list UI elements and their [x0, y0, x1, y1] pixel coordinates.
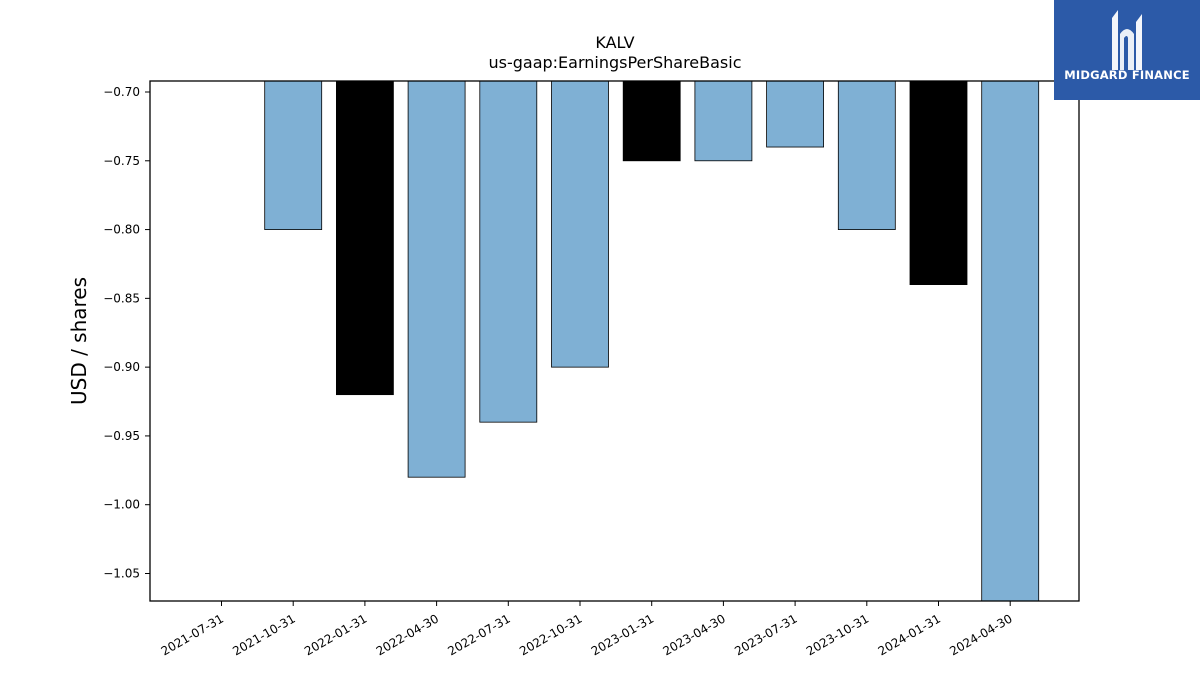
y-tick-label: −0.90: [103, 360, 140, 374]
y-axis-label: USD / shares: [67, 277, 91, 405]
y-tick-label: −0.80: [103, 223, 140, 237]
bar-2023-01-31: [622, 80, 681, 162]
bar-2023-04-30: [694, 80, 753, 162]
chart-subtitle: us-gaap:EarningsPerShareBasic: [488, 53, 741, 72]
x-tick-label: 2022-01-31: [302, 611, 369, 658]
bar-2022-01-31: [335, 80, 394, 396]
bars-group: [264, 80, 1040, 602]
x-tick-label: 2023-07-31: [732, 611, 799, 658]
bar-2021-10-31: [264, 80, 323, 230]
x-tick-label: 2022-10-31: [517, 611, 584, 658]
y-tick-label: −1.00: [103, 498, 140, 512]
logo-text: MIDGARD FINANCE: [1064, 68, 1190, 82]
x-tick-label: 2023-10-31: [804, 611, 871, 658]
bar-2023-07-31: [766, 80, 824, 148]
y-tick-label: −0.85: [103, 291, 140, 305]
plot-frame: [149, 80, 1080, 602]
x-tick-label: 2021-10-31: [230, 611, 297, 658]
y-ticks-group: −0.70 −0.75 −0.80 −0.85 −0.90 −0.95 −1.00 −1.05: [103, 85, 150, 580]
x-tick-label: 2023-04-30: [660, 611, 727, 658]
x-tick-label: 2024-04-30: [947, 611, 1014, 658]
bar-2023-10-31: [837, 80, 896, 230]
x-ticks-group: 2021-07-31 2021-10-31 2022-01-31 2022-04-30…: [159, 601, 1015, 658]
bar-2022-10-31: [551, 80, 609, 368]
y-tick-label: −0.95: [103, 429, 140, 443]
x-tick-label: 2022-07-31: [445, 611, 512, 658]
bar-2022-04-30: [407, 80, 466, 478]
chart-title: KALV: [595, 33, 634, 52]
y-tick-label: −0.75: [103, 154, 140, 168]
bar-2024-01-31: [909, 80, 968, 285]
y-tick-label: −0.70: [103, 85, 140, 99]
bar-2024-04-30: [981, 80, 1040, 602]
midgard-logo-icon: [1112, 10, 1142, 70]
x-tick-label: 2022-04-30: [374, 611, 441, 658]
midgard-finance-logo: MIDGARD FINANCE: [1054, 0, 1200, 100]
x-tick-label: 2021-07-31: [159, 611, 226, 658]
bar-2022-07-31: [479, 80, 538, 423]
x-tick-label: 2024-01-31: [876, 611, 943, 658]
x-tick-label: 2023-01-31: [589, 611, 656, 658]
y-tick-label: −1.05: [103, 566, 140, 580]
